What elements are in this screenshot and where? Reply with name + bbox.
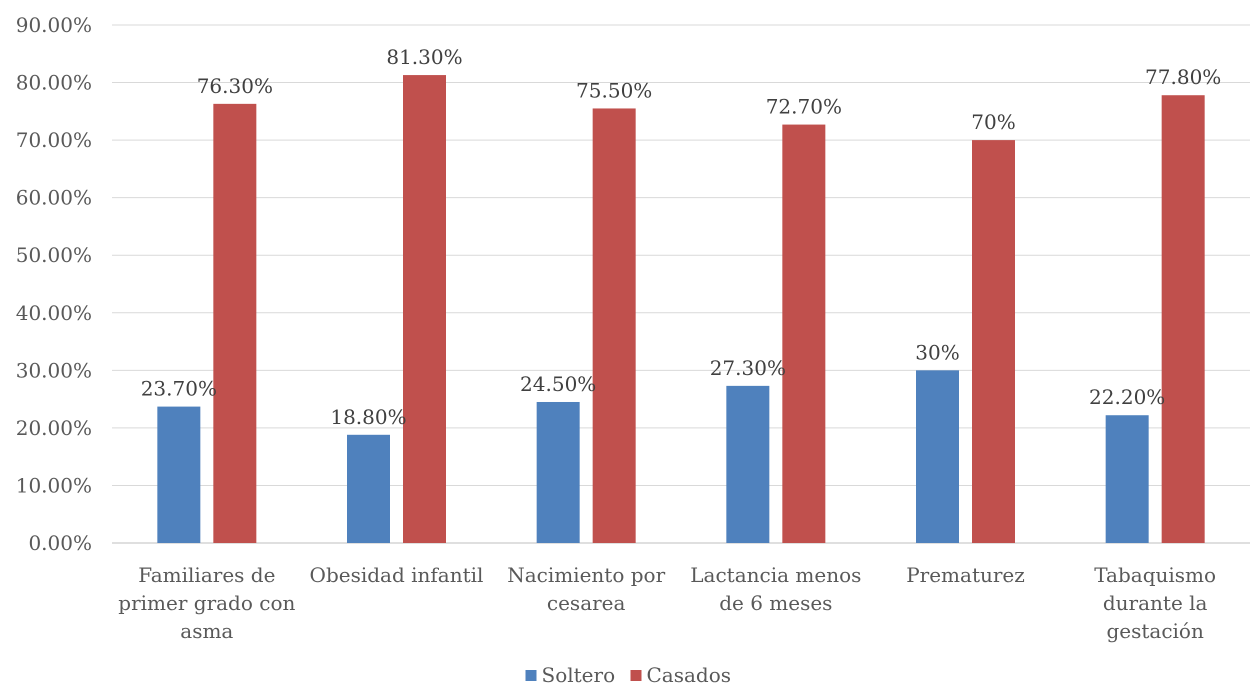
data-label: 23.70% (141, 377, 217, 401)
x-category-label-line: gestación (1106, 619, 1204, 643)
bars (157, 75, 1205, 544)
x-category-label-line: durante la (1103, 591, 1208, 615)
x-category-label: Nacimiento por cesarea (507, 563, 665, 615)
y-tick-label: 20.00% (16, 416, 92, 440)
data-label: 22.20% (1089, 385, 1165, 409)
x-category-label-line: cesarea (547, 591, 626, 615)
bar-soltero (1105, 415, 1149, 543)
y-tick-label: 80.00% (16, 71, 92, 95)
data-label: 81.30% (386, 45, 462, 69)
bar-soltero (916, 370, 959, 543)
bar-casados (403, 75, 446, 543)
x-category-label-line: asma (180, 619, 233, 643)
data-label: 70% (971, 110, 1015, 134)
bar-casados (1161, 95, 1205, 544)
x-category-label-line: Nacimiento por (507, 563, 665, 587)
data-label: 27.30% (710, 356, 786, 380)
y-tick-label: 70.00% (16, 128, 92, 152)
x-category-label-line: Obesidad infantil (310, 563, 484, 587)
data-label: 77.80% (1145, 65, 1221, 89)
data-label: 75.50% (576, 78, 652, 102)
y-tick-label: 40.00% (16, 301, 92, 325)
x-category-label: Prematurez (906, 563, 1025, 587)
legend-swatch-soltero (525, 670, 537, 681)
x-category-label: Obesidad infantil (310, 563, 484, 587)
data-label: 24.50% (520, 372, 596, 396)
x-category-label-line: de 6 meses (719, 591, 832, 615)
data-label: 30% (915, 340, 959, 364)
bar-casados (782, 124, 826, 544)
data-label: 72.70% (766, 95, 842, 119)
legend-label-soltero: Soltero (542, 663, 616, 687)
bar-casados (972, 140, 1015, 543)
y-tick-label: 10.00% (16, 473, 92, 497)
x-category-label-line: primer grado con (118, 591, 295, 615)
bar-casados (592, 108, 636, 543)
x-category-label: Familiares de primer grado con asma (118, 563, 295, 643)
data-labels: 23.70% 76.30% 18.80% 81.30% 24.50% 75.50% 27.3… (141, 45, 1222, 429)
data-label: 76.30% (197, 74, 273, 98)
bar-soltero (726, 385, 770, 543)
legend-swatch-casados (630, 670, 642, 681)
legend-label-casados: Casados (647, 663, 732, 687)
x-category-label-line: Prematurez (906, 563, 1025, 587)
bar-casados (213, 103, 257, 544)
y-tick-label: 30.00% (16, 358, 92, 382)
x-category-label-line: Tabaquismo (1094, 563, 1216, 587)
bar-soltero (157, 406, 201, 543)
y-tick-label: 60.00% (16, 186, 92, 210)
x-category-label-line: Familiares de (138, 563, 275, 587)
bar-soltero (347, 434, 390, 543)
x-category-label: Lactancia menos de 6 meses (690, 563, 861, 615)
legend: Soltero Casados (525, 663, 732, 687)
y-tick-label: 90.00% (16, 13, 92, 37)
gridlines (112, 24, 1250, 544)
data-label: 18.80% (330, 405, 406, 429)
x-category-label-line: Lactancia menos (690, 563, 861, 587)
bar-soltero (536, 401, 580, 543)
y-tick-label: 50.00% (16, 243, 92, 267)
y-tick-label: 0.00% (28, 531, 92, 555)
x-axis-category-labels: Familiares de primer grado con asma Obesida… (118, 563, 1216, 643)
x-category-label: Tabaquismo durante la gestación (1094, 563, 1216, 643)
y-axis-tick-labels: 0.00% 10.00% 20.00% 30.00% 40.00% 50.00% 60.00… (16, 13, 92, 555)
